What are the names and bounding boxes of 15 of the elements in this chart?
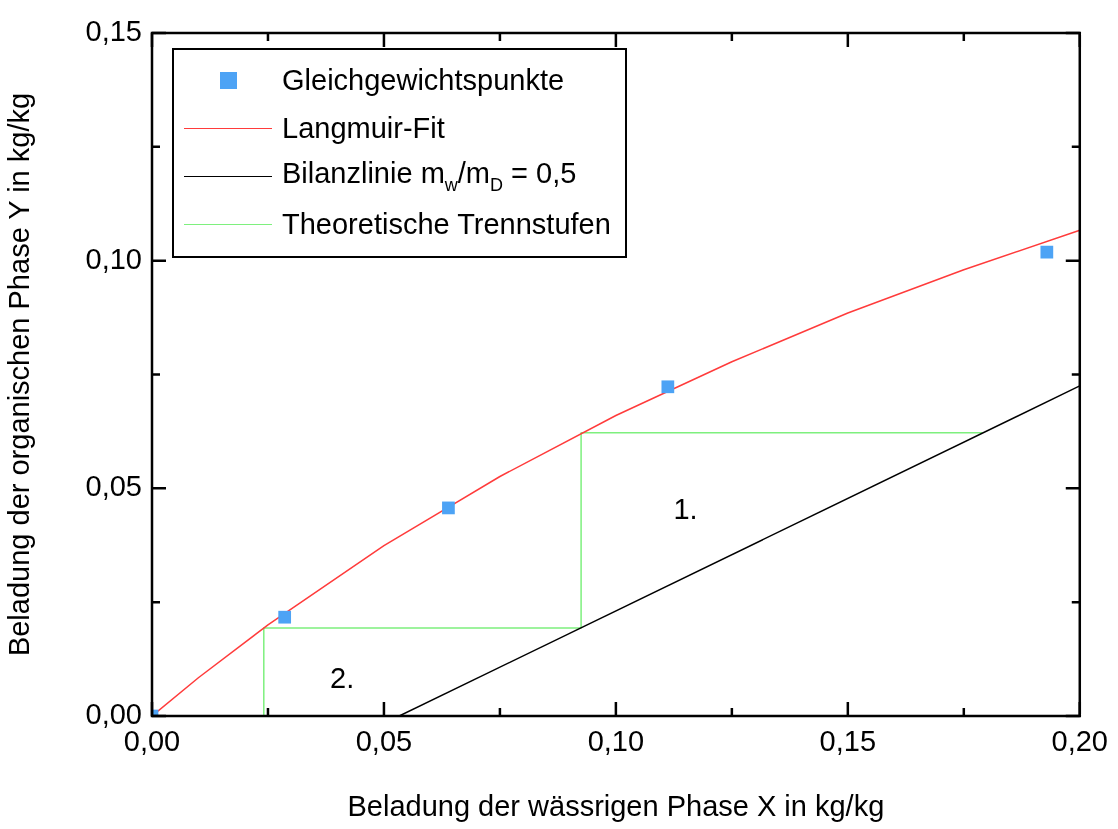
y-tick-label: 0,05 [85,470,142,503]
x-tick-label: 0,10 [587,725,645,758]
x-tick-label: 0,05 [355,725,413,758]
legend-label: Gleichgewichtspunkte [282,63,565,97]
annotation: 1. [673,493,698,526]
y-tick-label: 0,10 [85,242,142,275]
y-axis-title: Beladung der organischen Phase Y in kg/kg [3,92,36,657]
annotation: 2. [330,661,355,694]
y-tick-label: 0,15 [85,15,142,47]
legend-label: Bilanzlinie m$_{w}$/m$_{D}$ = 0,5 [282,156,577,196]
x-tick-label: 0,20 [1051,725,1109,758]
legend-label: Langmuir-Fit [282,111,445,145]
legend-label: Theoretische Trennstufen [282,207,611,241]
x-tick-label: 0,15 [819,725,877,758]
x-axis-title: Beladung der wässrigen Phase X in kg/kg [347,789,885,822]
